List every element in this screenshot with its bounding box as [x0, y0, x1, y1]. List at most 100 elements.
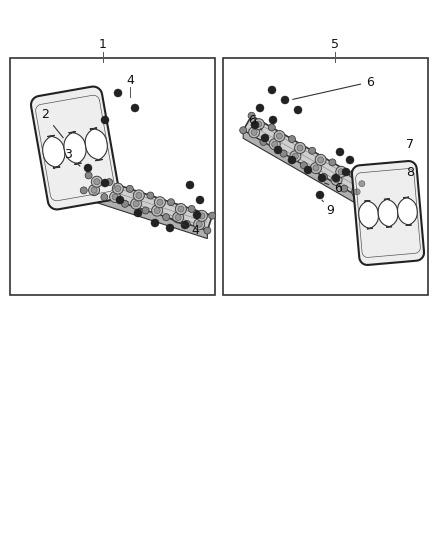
- Circle shape: [276, 133, 283, 139]
- Circle shape: [240, 127, 247, 134]
- Circle shape: [194, 219, 205, 230]
- Polygon shape: [378, 199, 398, 227]
- Circle shape: [251, 121, 259, 129]
- Circle shape: [154, 197, 166, 208]
- Text: 4: 4: [170, 219, 199, 237]
- Circle shape: [332, 174, 340, 182]
- Circle shape: [178, 206, 184, 212]
- Circle shape: [91, 187, 97, 193]
- Circle shape: [318, 174, 326, 182]
- Polygon shape: [42, 135, 65, 168]
- Text: 6: 6: [325, 182, 342, 195]
- Circle shape: [289, 135, 296, 142]
- Circle shape: [341, 185, 348, 192]
- Circle shape: [193, 211, 201, 219]
- Circle shape: [349, 171, 356, 177]
- Circle shape: [316, 191, 324, 199]
- Circle shape: [101, 116, 109, 124]
- Circle shape: [115, 185, 121, 191]
- Text: 2: 2: [41, 109, 63, 138]
- Circle shape: [114, 89, 122, 97]
- Circle shape: [248, 112, 255, 119]
- Circle shape: [346, 156, 354, 164]
- Circle shape: [168, 199, 174, 206]
- Circle shape: [369, 182, 376, 189]
- Circle shape: [133, 201, 139, 207]
- Circle shape: [338, 169, 344, 175]
- Circle shape: [261, 134, 269, 142]
- Circle shape: [354, 189, 360, 195]
- Circle shape: [157, 199, 163, 205]
- Polygon shape: [359, 200, 378, 229]
- Text: 7: 7: [406, 139, 414, 151]
- Circle shape: [294, 142, 306, 154]
- Circle shape: [116, 196, 124, 204]
- Circle shape: [101, 179, 109, 187]
- Circle shape: [101, 193, 108, 200]
- Polygon shape: [84, 190, 207, 239]
- Polygon shape: [352, 161, 424, 265]
- Circle shape: [321, 173, 328, 181]
- Circle shape: [280, 150, 287, 157]
- Circle shape: [309, 147, 316, 154]
- Text: 1: 1: [99, 38, 107, 52]
- Circle shape: [196, 196, 204, 204]
- Circle shape: [134, 209, 142, 217]
- Circle shape: [334, 177, 339, 183]
- Circle shape: [268, 86, 276, 94]
- Circle shape: [162, 214, 170, 221]
- Polygon shape: [243, 116, 373, 200]
- Circle shape: [253, 119, 264, 130]
- Circle shape: [288, 156, 296, 164]
- Circle shape: [131, 198, 141, 209]
- Circle shape: [76, 146, 84, 154]
- Circle shape: [173, 212, 184, 223]
- Circle shape: [183, 220, 190, 228]
- Circle shape: [313, 165, 319, 171]
- Circle shape: [80, 187, 87, 194]
- Circle shape: [274, 131, 285, 142]
- Circle shape: [166, 224, 174, 232]
- Circle shape: [110, 191, 120, 203]
- Bar: [10, 58, 215, 295]
- Circle shape: [294, 106, 302, 114]
- Circle shape: [281, 96, 289, 104]
- Circle shape: [112, 183, 124, 194]
- Polygon shape: [243, 130, 364, 208]
- Circle shape: [311, 163, 321, 174]
- Circle shape: [272, 141, 278, 147]
- Circle shape: [304, 166, 312, 174]
- Text: 3: 3: [64, 149, 80, 166]
- Circle shape: [147, 192, 154, 199]
- Text: 5: 5: [331, 38, 339, 52]
- Circle shape: [186, 181, 194, 189]
- Circle shape: [136, 192, 142, 198]
- Circle shape: [131, 104, 139, 112]
- Circle shape: [152, 205, 162, 216]
- Circle shape: [94, 179, 100, 185]
- Circle shape: [154, 208, 160, 214]
- Circle shape: [274, 146, 282, 154]
- Polygon shape: [64, 132, 86, 165]
- Circle shape: [292, 153, 298, 159]
- Bar: [223, 58, 428, 295]
- Circle shape: [85, 172, 92, 179]
- Circle shape: [112, 194, 118, 200]
- Circle shape: [268, 124, 276, 131]
- Polygon shape: [31, 86, 119, 209]
- Circle shape: [188, 205, 195, 213]
- Circle shape: [121, 200, 128, 207]
- Circle shape: [256, 121, 262, 127]
- Circle shape: [126, 185, 133, 192]
- Polygon shape: [398, 197, 417, 225]
- Circle shape: [88, 184, 99, 196]
- Circle shape: [175, 214, 181, 221]
- Circle shape: [196, 221, 202, 227]
- Text: 6: 6: [248, 114, 262, 130]
- Text: 6: 6: [293, 76, 374, 99]
- Circle shape: [329, 159, 336, 166]
- Circle shape: [336, 166, 347, 177]
- Circle shape: [336, 148, 344, 156]
- Circle shape: [260, 139, 267, 146]
- Circle shape: [357, 178, 367, 189]
